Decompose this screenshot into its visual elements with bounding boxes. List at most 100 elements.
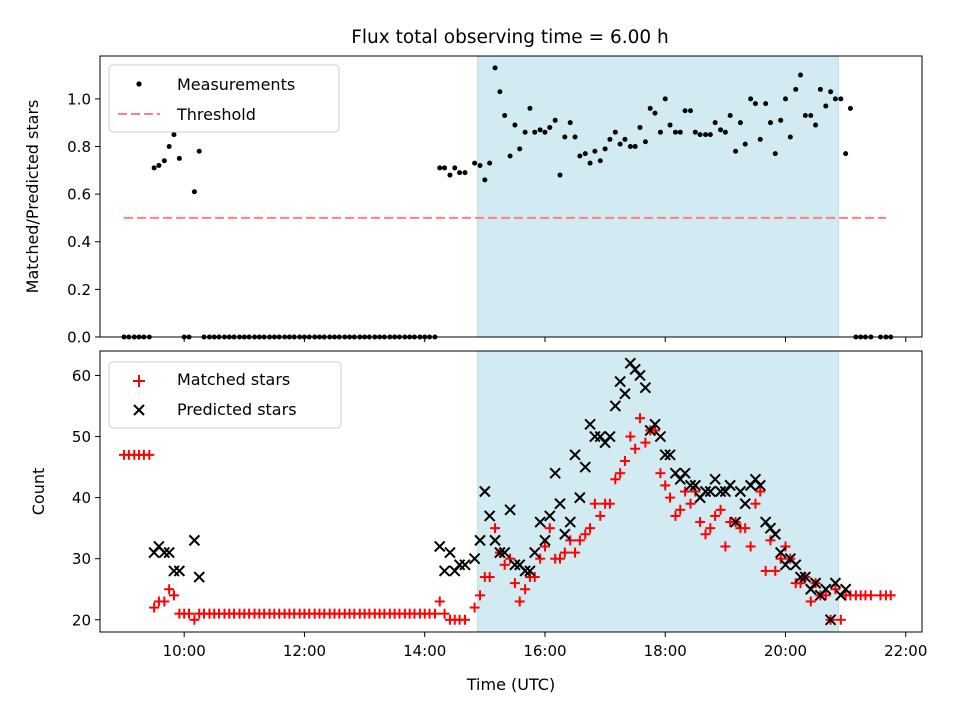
top-observing-window xyxy=(477,55,839,338)
matched-star-point xyxy=(655,468,666,479)
measurement-point xyxy=(847,105,853,111)
measurement-point xyxy=(748,96,754,102)
predicted-star-point xyxy=(829,577,842,589)
predicted-star-point xyxy=(529,546,541,559)
matched-star-point xyxy=(710,510,721,521)
measurement-point xyxy=(617,141,623,147)
predicted-star-point xyxy=(574,491,586,504)
matched-star-point xyxy=(580,529,591,540)
measurement-point xyxy=(572,134,578,140)
measurement-point xyxy=(607,136,613,142)
measurement-point xyxy=(452,165,458,171)
matched-star-point xyxy=(604,498,615,509)
measurement-point xyxy=(808,113,814,119)
predicted-star-point xyxy=(498,546,511,559)
matched-star-point xyxy=(650,425,661,436)
predicted-star-point xyxy=(769,528,781,540)
predicted-star-point xyxy=(163,546,175,559)
measurement-point xyxy=(497,89,503,95)
measurement-point xyxy=(492,65,498,71)
bottom-y-axis-ticks: 20 30 40 50 60 xyxy=(72,367,100,629)
measurement-point xyxy=(798,72,804,78)
y-tick-label: 0.6 xyxy=(67,186,91,204)
measurement-point xyxy=(447,172,453,178)
measurement-point xyxy=(542,129,548,135)
measurement-point xyxy=(176,155,182,161)
matched-star-point xyxy=(559,547,570,558)
matched-star-point xyxy=(595,510,606,521)
matched-star-point xyxy=(144,449,155,460)
measurement-point xyxy=(838,96,844,102)
predicted-star-point xyxy=(729,516,742,528)
measurement-point xyxy=(817,86,823,92)
measurement-point xyxy=(151,165,157,171)
top-legend-box xyxy=(108,64,340,133)
measurement-point xyxy=(763,101,769,107)
predicted-star-point xyxy=(564,516,576,528)
matched-stars-points xyxy=(119,413,896,625)
x-tick-label: 12:00 xyxy=(283,642,326,660)
measurement-point xyxy=(657,129,663,135)
measurement-point xyxy=(512,122,518,128)
y-tick-label: 40 xyxy=(72,489,91,507)
predicted-star-point xyxy=(734,485,747,498)
matched-star-point xyxy=(625,431,636,442)
measurement-point xyxy=(697,132,703,138)
measurement-point xyxy=(457,170,463,176)
matched-star-point xyxy=(434,596,445,607)
measurement-point xyxy=(482,177,488,183)
matched-star-point xyxy=(805,596,816,607)
predicted-star-point xyxy=(714,485,727,498)
measurement-point xyxy=(171,132,177,138)
matched-star-point xyxy=(469,602,480,613)
measurement-point xyxy=(828,89,834,95)
measurement-point xyxy=(667,122,673,128)
legend-predicted-label: Predicted stars xyxy=(177,400,297,419)
top-y-axis-label: Matched/Predicted stars xyxy=(23,100,42,294)
measurement-point xyxy=(442,165,448,171)
predicted-star-point xyxy=(754,479,766,492)
matched-star-point xyxy=(775,553,786,564)
bottom-x-axis-ticks: 10:00 12:00 14:00 16:00 18:00 20:00 22:00 xyxy=(163,632,927,660)
predicted-star-point xyxy=(774,546,787,559)
predicted-star-point xyxy=(634,369,646,382)
predicted-star-point xyxy=(459,559,471,571)
measurement-point xyxy=(647,105,653,111)
measurement-point xyxy=(727,113,733,119)
measurement-point xyxy=(793,86,799,92)
measurements-points xyxy=(121,65,894,340)
top-title: Flux total observing time = 6.00 h xyxy=(351,27,669,48)
legend-predicted-marker xyxy=(133,404,145,416)
matched-star-point xyxy=(865,590,876,601)
matched-star-point xyxy=(685,498,696,509)
measurement-point xyxy=(707,132,713,138)
top-x-axis-ticks xyxy=(183,337,907,342)
bottom-x-axis-label: Time (UTC) xyxy=(466,675,555,694)
measurement-point xyxy=(632,143,638,149)
measurement-point xyxy=(161,158,167,164)
matched-star-point xyxy=(670,510,681,521)
predicted-star-point xyxy=(799,571,812,583)
bottom-observing-window xyxy=(477,350,839,633)
measurement-point xyxy=(437,165,443,171)
measurement-point xyxy=(522,129,528,135)
measurement-point xyxy=(627,143,633,149)
matched-star-point xyxy=(619,455,630,466)
predicted-star-point xyxy=(689,479,702,492)
predicted-star-point xyxy=(438,565,451,577)
matched-star-point xyxy=(690,486,701,497)
predicted-star-point xyxy=(468,552,481,565)
measurement-point xyxy=(487,160,493,166)
matched-star-point xyxy=(640,437,651,448)
matched-star-point xyxy=(675,504,686,515)
y-tick-label: 0.0 xyxy=(67,329,91,347)
matched-star-point xyxy=(835,614,846,625)
measurement-point xyxy=(196,148,202,154)
measurement-point xyxy=(757,136,763,142)
y-tick-label: 50 xyxy=(72,428,91,446)
matched-star-point xyxy=(885,590,896,601)
legend-measurements-marker xyxy=(136,81,142,87)
matched-star-point xyxy=(535,553,546,564)
y-tick-label: 60 xyxy=(72,367,91,385)
matched-star-point xyxy=(459,614,470,625)
